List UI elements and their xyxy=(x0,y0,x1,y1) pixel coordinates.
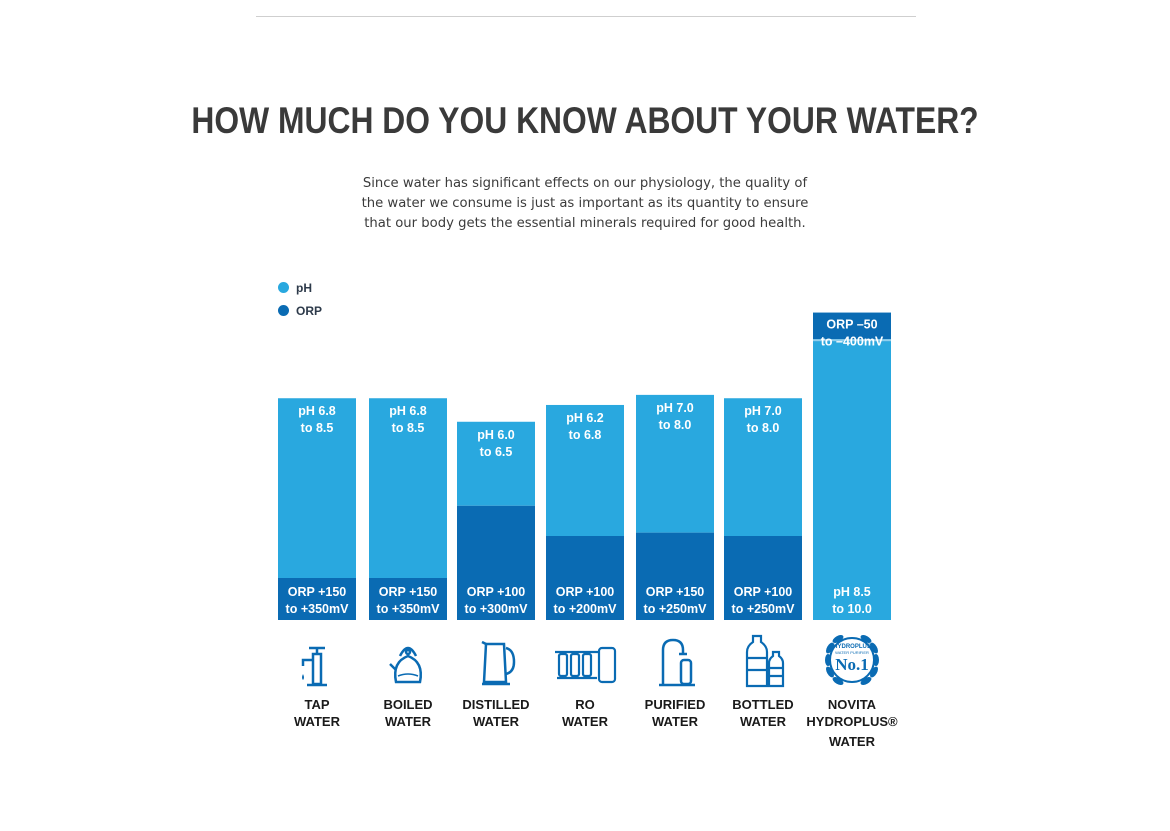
intro-line: that our body gets the essential mineral… xyxy=(364,216,806,231)
laurel-badge-icon: HYDROPLUS WATER PURIFIER No.1 xyxy=(812,630,892,690)
legend-item-orp: ORP xyxy=(278,299,322,322)
bar-ph-label: pH 6.8 to 8.5 xyxy=(389,404,427,435)
bar-orp-label: ORP +150 to +350mV xyxy=(377,585,441,616)
category-label-line: WATER xyxy=(652,714,698,729)
category-label: RO WATER xyxy=(530,696,640,730)
category-label-line: NOVITA xyxy=(827,697,877,712)
bar-ph-segment xyxy=(724,398,802,536)
bar-ph-label: pH 6.0 to 6.5 xyxy=(477,428,515,459)
tap-icon xyxy=(277,630,357,690)
category-label-line: TAP xyxy=(304,697,330,712)
bar-segment-divider xyxy=(813,339,891,342)
category-label-line: WATER xyxy=(473,714,519,729)
bar-ph-label: pH 6.2 to 6.8 xyxy=(566,411,604,442)
kettle-icon xyxy=(368,630,448,690)
category-label: NOVITA HYDROPLUS® WATER xyxy=(797,696,907,750)
category-label-line: WATER xyxy=(294,714,340,729)
bar-orp-segment xyxy=(278,578,356,620)
category-label: BOTTLED WATER xyxy=(708,696,818,730)
legend-label-ph: pH xyxy=(296,280,312,295)
purifier-faucet-icon xyxy=(635,630,715,690)
category-label-line: WATER xyxy=(740,714,786,729)
bar-ph-segment xyxy=(813,341,891,620)
category-label-line: BOTTLED xyxy=(732,697,794,712)
electric-kettle-icon xyxy=(456,630,536,690)
category-label: TAP WATER xyxy=(262,696,372,730)
bar-ph-segment xyxy=(369,398,447,578)
legend-swatch-orp xyxy=(278,305,289,316)
bar-ph-segment xyxy=(278,398,356,578)
legend-item-ph: pH xyxy=(278,276,322,299)
badge-main-text: No.1 xyxy=(835,655,869,674)
bar-ph-segment xyxy=(546,404,624,536)
bar-orp-label: ORP +100 to +250mV xyxy=(732,585,796,616)
bar-orp-segment xyxy=(724,536,802,620)
bar-orp-segment xyxy=(813,312,891,342)
bar-ph-label: pH 7.0 to 8.0 xyxy=(744,404,782,435)
badge-sub-text: WATER PURIFIER xyxy=(835,650,869,655)
category-label-line: DISTILLED xyxy=(462,697,530,712)
bar-orp-label: ORP +150 to +250mV xyxy=(644,585,708,616)
bar-ph-label: pH 8.5 to 10.0 xyxy=(832,585,872,616)
category-label-line: WATER xyxy=(562,714,608,729)
badge-text: HYDROPLUS WATER PURIFIER No.1 xyxy=(812,644,892,673)
bar-orp-segment xyxy=(546,536,624,620)
intro-line: the water we consume is just as importan… xyxy=(361,196,809,211)
page-title: HOW MUCH DO YOU KNOW ABOUT YOUR WATER? xyxy=(191,100,979,141)
bar-orp-segment xyxy=(457,505,535,620)
category-label-line: WATER xyxy=(829,734,875,749)
legend-label-orp: ORP xyxy=(296,303,323,318)
bar-ph-label: pH 7.0 to 8.0 xyxy=(656,401,694,432)
category-label: PURIFIED WATER xyxy=(620,696,730,730)
intro-line: Since water has significant effects on o… xyxy=(362,176,808,191)
category-label-line: PURIFIED xyxy=(644,697,706,712)
category-label-line: WATER xyxy=(385,714,431,729)
intro-paragraph: Since water has significant effects on o… xyxy=(335,174,835,234)
bar-orp-label: ORP –50 to –400mV xyxy=(821,318,884,349)
bar-ph-segment xyxy=(636,394,714,533)
bar-ph-label: pH 6.8 to 8.5 xyxy=(298,404,336,435)
bar-orp-segment xyxy=(636,532,714,620)
ro-filter-icon xyxy=(545,630,625,690)
bar-orp-label: ORP +100 to +300mV xyxy=(465,585,529,616)
bar-orp-label: ORP +150 to +350mV xyxy=(286,585,350,616)
top-divider xyxy=(256,16,916,17)
category-label-line: RO xyxy=(575,697,595,712)
bar-ph-segment xyxy=(457,421,535,506)
bar-orp-segment xyxy=(369,578,447,620)
bottles-icon xyxy=(723,630,803,690)
category-label-line: HYDROPLUS® xyxy=(806,714,898,729)
category-label: DISTILLED WATER xyxy=(441,696,551,730)
badge-top-text: HYDROPLUS xyxy=(833,644,871,650)
category-label-line: BOILED xyxy=(383,697,433,712)
chart-legend: pH ORP xyxy=(278,276,322,322)
category-label: BOILED WATER xyxy=(353,696,463,730)
legend-swatch-ph xyxy=(278,282,289,293)
bar-orp-label: ORP +100 to +200mV xyxy=(554,585,618,616)
